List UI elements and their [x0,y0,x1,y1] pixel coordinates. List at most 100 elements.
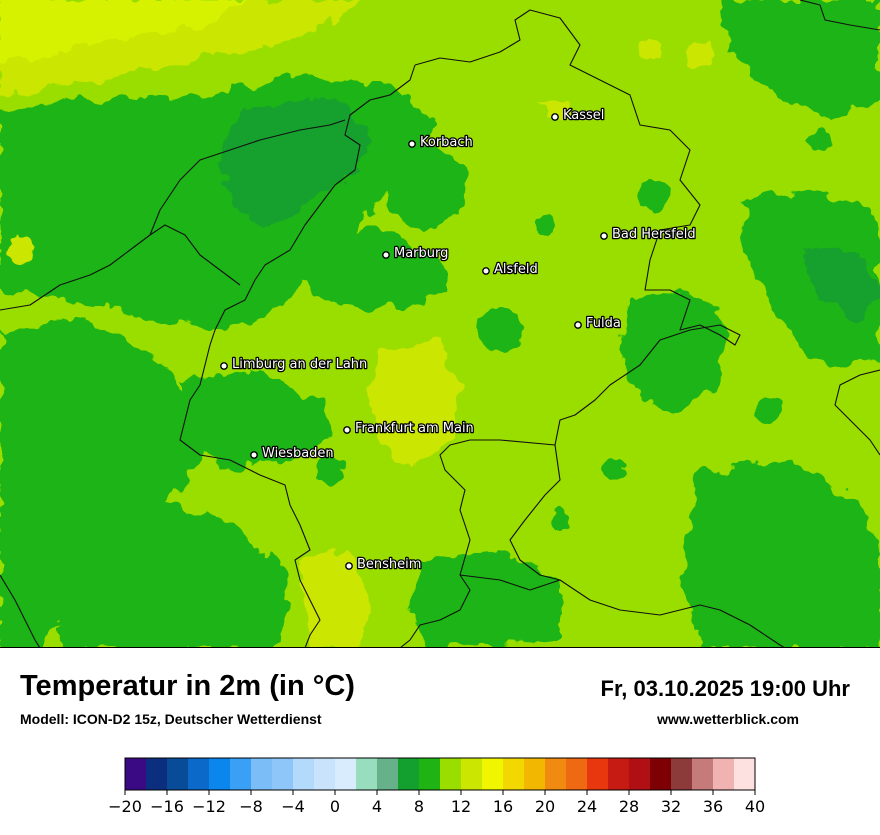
cool-zone-northeast [720,0,880,120]
city-label: Limburg an der Lahn [232,357,367,372]
speckle [640,40,660,60]
city-markers: Kassel Korbach Bad Hersfeld Marburg Alsfeld F… [220,107,697,573]
cool-zone-marburg [290,230,450,310]
city-bad-hersfeld: Bad Hersfeld [600,226,697,243]
color-swatch [734,758,756,790]
color-swatch [482,758,504,790]
nrw-border-north [149,119,346,236]
color-swatch [146,758,168,790]
tick-label: 16 [493,797,513,816]
map-canvas: Kassel Korbach Bad Hersfeld Marburg Alsfeld F… [0,0,880,647]
city-label: Marburg [394,246,448,261]
color-swatch [671,758,693,790]
speckle [6,236,34,264]
cool-zone-sauerland-core [220,95,370,230]
website-link[interactable]: www.wetterblick.com [657,711,799,727]
city-dot [551,113,559,121]
cool-zone-thuringia [740,190,880,370]
color-swatch [335,758,357,790]
color-swatch [713,758,735,790]
city-bensheim: Bensheim [345,556,423,573]
temperature-field [0,0,880,647]
rlp-nrw-border [0,224,241,311]
city-label: Kassel [563,108,604,123]
city-dot [250,451,258,459]
city-label: Korbach [420,135,473,150]
city-korbach: Korbach [408,134,474,151]
color-swatch [608,758,630,790]
page-title: Temperatur in 2m (in °C) [20,670,355,702]
color-swatch [692,758,714,790]
speckle [478,308,522,352]
color-swatch [440,758,462,790]
speckle [535,215,555,235]
speckle [756,396,784,424]
tick-label: −12 [192,797,226,816]
tick-label: −8 [239,797,263,816]
warm-zone-rhine-valley [300,550,370,647]
speckle [316,456,344,484]
color-swatch [545,758,567,790]
tick-label: 4 [372,797,382,816]
color-swatch [251,758,273,790]
city-wiesbaden: Wiesbaden [250,445,335,462]
city-dot [408,140,416,148]
warm-zone-kassel [540,98,575,122]
model-subtitle: Modell: ICON-D2 15z, Deutscher Wetterdie… [20,711,322,727]
city-fulda: Fulda [574,315,622,332]
cool-zone-odenwald [410,550,560,647]
tick-label: −20 [108,797,142,816]
city-label: Frankfurt am Main [355,421,474,436]
city-dot [482,267,490,275]
hesse-border [400,9,741,647]
color-swatch [356,758,378,790]
city-label: Bad Hersfeld [612,227,696,242]
city-marburg: Marburg [382,245,450,262]
color-swatch [314,758,336,790]
bavaria-border [509,444,785,647]
speckle [603,458,627,482]
cool-zone-taunus [180,370,330,470]
city-dot [574,321,582,329]
temperature-speckles [6,40,832,530]
speckle [686,41,714,69]
color-swatch [524,758,546,790]
color-legend-ticks: −20 −16 −12 −8 −4 0 4 8 12 16 20 24 28 32 36 40 [108,790,765,816]
tick-label: −4 [281,797,305,816]
color-swatch [125,758,147,790]
bw-border [459,574,561,591]
color-swatch [587,758,609,790]
warm-zone-rhine-main [370,340,460,470]
speckle [808,128,832,152]
color-swatch [650,758,672,790]
speckle [106,176,134,204]
city-frankfurt-am-main: Frankfurt am Main [343,420,475,437]
east-border [834,369,880,456]
west-border [0,574,41,647]
color-swatch [398,758,420,790]
city-dot [343,426,351,434]
forecast-datetime: Fr, 03.10.2025 19:00 Uhr [600,676,851,701]
tick-label: 40 [745,797,765,816]
speckle [639,179,671,211]
color-swatch [167,758,189,790]
hesse-border-west [179,64,416,647]
city-dot [345,562,353,570]
city-kassel: Kassel [551,107,606,124]
city-label: Fulda [586,316,621,331]
cool-zone-spessart [680,460,880,647]
color-swatch [293,758,315,790]
color-swatch [377,758,399,790]
color-legend-swatches [125,758,756,790]
city-alsfeld: Alsfeld [482,261,539,278]
color-swatch [629,758,651,790]
color-legend: −20 −16 −12 −8 −4 0 4 8 12 16 20 24 28 32 36 40 [0,750,880,830]
temperature-map: Kassel Korbach Bad Hersfeld Marburg Alsfeld F… [0,0,880,648]
color-swatch [503,758,525,790]
cool-zone-korbach [380,140,470,230]
color-legend-frame [124,757,756,791]
tick-label: 32 [661,797,681,816]
cool-zone-thuringia-core [800,250,880,320]
cool-zone-westerwald [0,320,200,647]
color-swatch [188,758,210,790]
